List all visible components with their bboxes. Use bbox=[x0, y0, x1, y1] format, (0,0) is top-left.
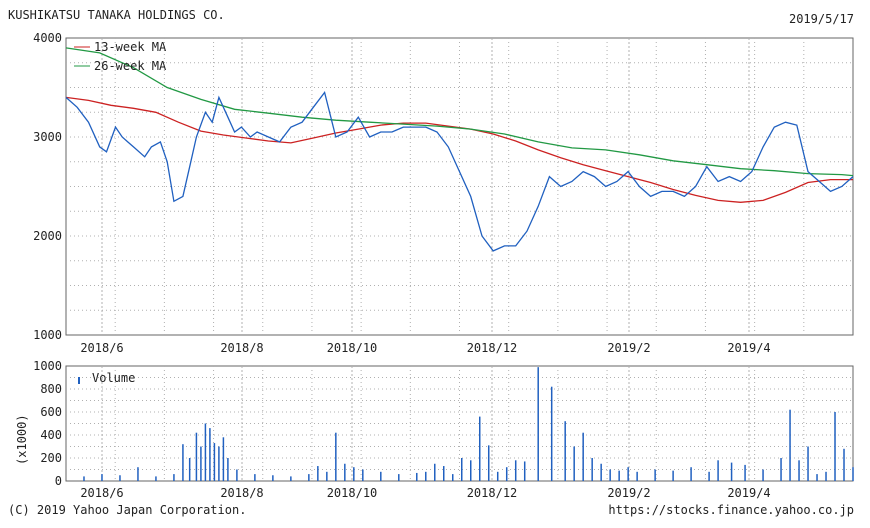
price-legend: 13-week MA 26-week MA bbox=[74, 40, 167, 73]
volume-x-tick-label: 2019/2 bbox=[607, 486, 650, 500]
volume-x-tick-label: 2018/12 bbox=[467, 486, 518, 500]
volume-y-tick-label: 1000 bbox=[33, 359, 62, 373]
price-y-tick-label: 1000 bbox=[33, 328, 62, 342]
legend-label-13-week-ma: 13-week MA bbox=[94, 40, 167, 54]
volume-y-ticks: 0 200 400 600 800 1000 bbox=[33, 359, 62, 488]
price-x-tick-label: 2018/12 bbox=[467, 341, 518, 355]
price-x-ticks: 2018/6 2018/8 2018/10 2018/12 2019/2 2019/4 bbox=[80, 341, 770, 355]
volume-y-tick-label: 0 bbox=[55, 474, 62, 488]
price-x-tick-label: 2019/4 bbox=[727, 341, 770, 355]
series-line-price bbox=[65, 91, 854, 252]
legend-label-26-week-ma: 26-week MA bbox=[94, 59, 167, 73]
volume-x-tick-label: 2019/4 bbox=[727, 486, 770, 500]
source-url[interactable]: https://stocks.finance.yahoo.co.jp bbox=[608, 503, 854, 517]
price-x-tick-label: 2018/8 bbox=[220, 341, 263, 355]
volume-x-tick-label: 2018/8 bbox=[220, 486, 263, 500]
chart-date: 2019/5/17 bbox=[788, 12, 854, 26]
price-grid bbox=[66, 38, 853, 335]
series-line-26-week-ma bbox=[65, 47, 854, 177]
volume-y-tick-label: 800 bbox=[40, 382, 62, 396]
price-y-tick-label: 2000 bbox=[33, 229, 62, 243]
volume-bars bbox=[83, 367, 854, 481]
price-x-tick-label: 2019/2 bbox=[607, 341, 650, 355]
volume-y-tick-label: 200 bbox=[40, 451, 62, 465]
price-y-tick-label: 3000 bbox=[33, 130, 62, 144]
volume-y-tick-label: 600 bbox=[40, 405, 62, 419]
volume-x-tick-label: 2018/6 bbox=[80, 486, 123, 500]
price-lines bbox=[65, 47, 854, 252]
price-x-tick-label: 2018/10 bbox=[327, 341, 378, 355]
company-name: KUSHIKATSU TANAKA HOLDINGS CO. bbox=[8, 8, 225, 22]
volume-grid bbox=[66, 366, 853, 481]
volume-legend: Volume bbox=[78, 371, 135, 385]
volume-y-tick-label: 400 bbox=[40, 428, 62, 442]
price-y-ticks: 1000 2000 3000 4000 bbox=[33, 31, 62, 342]
volume-x-ticks: 2018/6 2018/8 2018/10 2018/12 2019/2 2019/4 bbox=[80, 486, 770, 500]
price-y-tick-label: 4000 bbox=[33, 31, 62, 45]
price-x-tick-label: 2018/6 bbox=[80, 341, 123, 355]
volume-x-tick-label: 2018/10 bbox=[327, 486, 378, 500]
legend-label-volume: Volume bbox=[92, 371, 135, 385]
volume-axis-label: (x1000) bbox=[15, 414, 29, 465]
copyright: (C) 2019 Yahoo Japan Corporation. bbox=[8, 503, 247, 517]
